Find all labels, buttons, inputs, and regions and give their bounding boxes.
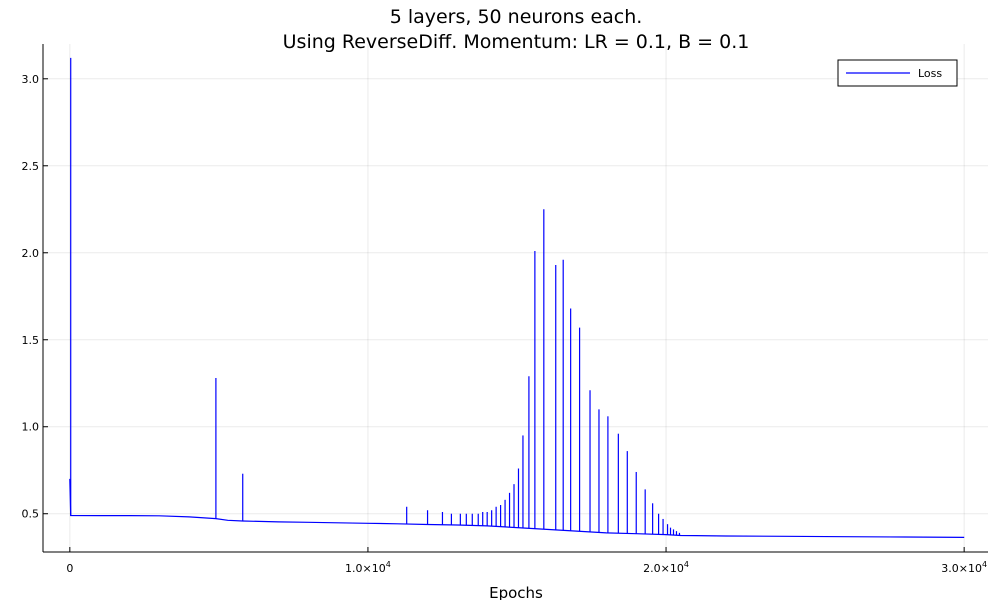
x-tick-label-3: 3.0×104 — [941, 560, 987, 575]
series-line-loss — [69, 478, 965, 539]
axes — [42, 44, 988, 553]
y-tick-label-2: 1.5 — [22, 334, 40, 347]
legend: Loss — [837, 59, 958, 87]
x-tick-label-0: 0 — [66, 562, 73, 575]
y-axis-ticks: 0.5 1.0 1.5 2.0 2.5 3.0 — [22, 73, 48, 521]
y-tick-label-0: 0.5 — [22, 508, 40, 521]
x-axis-label: Epochs — [489, 584, 543, 600]
x-tick-label-2: 2.0×104 — [643, 560, 689, 575]
plot-area — [69, 57, 965, 539]
y-tick-label-1: 1.0 — [22, 421, 40, 434]
chart-subtitle: Using ReverseDiff. Momentum: LR = 0.1, B… — [283, 31, 750, 53]
y-tick-label-4: 2.5 — [22, 160, 40, 173]
y-tick-label-5: 3.0 — [22, 73, 40, 86]
legend-label-loss: Loss — [918, 67, 942, 80]
chart-title: 5 layers, 50 neurons each. — [390, 6, 643, 28]
x-tick-label-1: 1.0×104 — [345, 560, 391, 575]
grid — [43, 44, 988, 552]
y-tick-label-3: 2.0 — [22, 247, 40, 260]
x-axis-ticks: 0 1.0×104 2.0×104 3.0×104 — [66, 547, 987, 575]
